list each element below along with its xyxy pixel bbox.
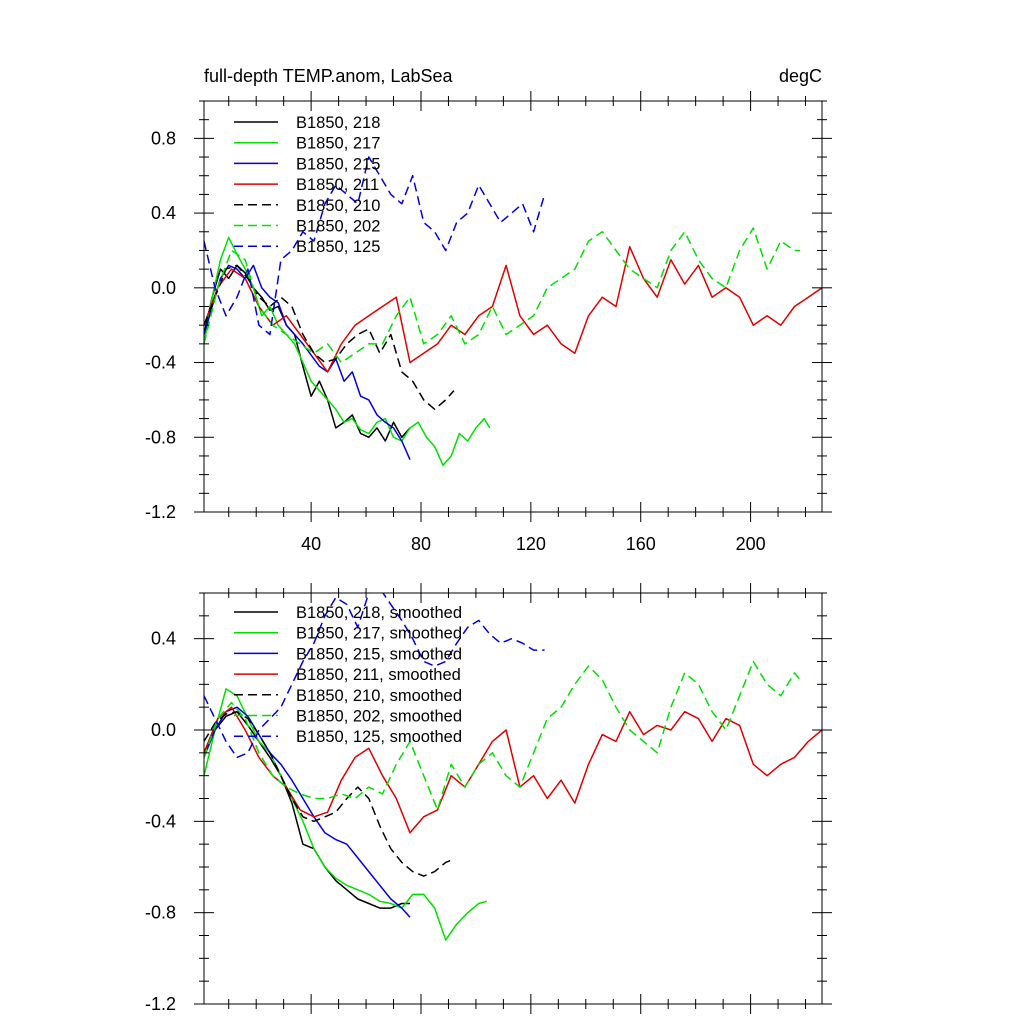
top-x-tick-label: 200 [736,534,766,554]
bottom-y-tick-label: 0.4 [151,629,176,649]
top-y-tick-label: -1.2 [145,502,176,522]
bottom-y-tick-label: 0.0 [151,720,176,740]
top-y-tick-label: 0.0 [151,278,176,298]
bottom-series-line-6 [204,660,801,811]
bottom-legend-label-4: B1850, 211, smoothed [296,666,461,684]
units-label: degC [779,66,822,86]
bottom-series-line-7 [204,593,545,759]
chart-title: full-depth TEMP.anom, LabSea [204,66,453,86]
bottom-series-line-2 [204,688,488,941]
bottom-legend: B1850, 218, smoothed B1850, 217, smoothed… [234,604,462,746]
top-legend-label-7: B1850, 125 [296,238,380,256]
top-series-line-5 [204,264,455,411]
top-legend-label-1: B1850, 218 [296,114,380,132]
bottom-series-line-4 [204,706,822,834]
top-y-tick-label: 0.8 [151,128,176,148]
top-y-tick-label: 0.4 [151,203,176,223]
top-legend-label-3: B1850, 215 [296,155,380,173]
bottom-legend-label-2: B1850, 217, smoothed [296,625,462,643]
bottom-y-tick-label: -0.4 [145,811,176,831]
top-legend-label-4: B1850, 211 [296,176,379,194]
top-legend-label-5: B1850, 210 [296,197,380,215]
bottom-y-tick-label: -0.8 [145,903,176,923]
top-series-line-2 [204,236,491,467]
top-series-line-3 [204,264,411,461]
bottom-legend-label-7: B1850, 125, smoothed [296,728,462,746]
top-x-tick-label: 80 [411,534,431,554]
bottom-axes: -1.2 -0.8 -0.4 0.0 0.4 [145,583,832,1014]
top-x-tick-label: 160 [626,534,656,554]
bottom-legend-label-3: B1850, 215, smoothed [296,645,462,663]
top-legend-label-2: B1850, 217 [296,135,380,153]
top-panel: full-depth TEMP.anom, LabSea degC 40 80 12… [145,66,832,554]
bottom-legend-label-1: B1850, 218, smoothed [296,604,462,622]
bottom-legend-label-5: B1850, 210, smoothed [296,687,462,705]
top-x-tick-label: 120 [516,534,546,554]
bottom-panel: -1.2-0.8-0.40.00.4 B1850, 218, smoothedB… [145,583,832,1014]
bottom-series-layer [204,593,822,941]
top-axes: 40 80 120 160 200 -1.2 -0.8 -0.4 0.0 0.4 0.8 [145,91,832,554]
bottom-series-line-1 [204,710,410,909]
top-series-layer [204,156,822,467]
top-y-tick-label: -0.8 [145,427,176,447]
top-legend: B1850, 218 B1850, 217 B1850, 215 B1850, 211… [234,114,380,256]
top-y-tick-label: -0.4 [145,353,176,373]
top-series-line-4 [204,245,822,373]
top-series-line-7 [204,156,546,336]
bottom-y-tick-label: -1.2 [145,994,176,1014]
top-series-line-6 [204,227,800,364]
bottom-series-line-3 [204,706,411,918]
top-x-tick-label: 40 [301,534,321,554]
top-series-line-1 [204,264,411,442]
bottom-series-line-5 [204,710,452,877]
top-legend-label-6: B1850, 202 [296,218,380,236]
bottom-legend-label-6: B1850, 202, smoothed [296,708,462,726]
